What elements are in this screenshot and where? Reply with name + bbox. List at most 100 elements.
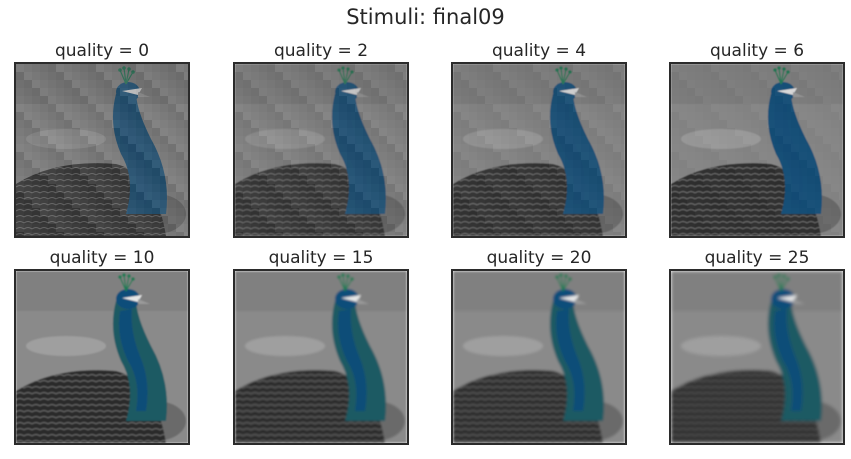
- panel-title: quality = 4: [491, 41, 587, 61]
- neck-highlight: [556, 309, 585, 411]
- crest-feather: [774, 276, 782, 292]
- beak: [793, 299, 805, 304]
- crest-feather: [778, 274, 782, 292]
- peacock-photo: [671, 271, 843, 443]
- crest-feather: [119, 69, 127, 85]
- crest-feather: [774, 69, 782, 85]
- crest-feather: [556, 69, 564, 85]
- eye-stripe: [122, 295, 142, 302]
- peacock-photo: [16, 271, 188, 443]
- eye-stripe: [559, 295, 579, 302]
- neck-highlight: [338, 102, 367, 204]
- crest: [555, 273, 572, 292]
- eye-stripe: [341, 295, 361, 302]
- beak: [575, 92, 587, 97]
- crest-tip: [350, 70, 354, 74]
- peacock-photo: [235, 271, 407, 443]
- panel-title: quality = 0: [54, 41, 150, 61]
- crest-tip: [118, 275, 122, 279]
- crest-tip: [127, 67, 131, 71]
- crest-feather: [562, 275, 567, 292]
- crest-tip: [131, 70, 135, 74]
- crest-feather: [560, 67, 564, 85]
- crest-feather: [780, 278, 789, 292]
- compression-blocks: [671, 64, 843, 236]
- crest-tip: [564, 274, 568, 278]
- crest: [118, 273, 135, 292]
- crest-tip: [337, 275, 341, 279]
- eye-stripe: [122, 88, 142, 95]
- neck-highlight: [119, 309, 148, 411]
- crest-tip: [564, 67, 568, 71]
- panel-title: quality = 25: [704, 248, 810, 268]
- eye-stripe: [341, 88, 361, 95]
- light-patch: [26, 129, 106, 149]
- crest-tip: [786, 277, 790, 281]
- light-patch: [463, 336, 543, 356]
- crest-feather: [780, 68, 785, 85]
- crest-tip: [346, 67, 350, 71]
- beak: [138, 299, 150, 304]
- stimulus-image: [451, 269, 627, 445]
- crest-feather: [125, 275, 130, 292]
- crest-tip: [127, 274, 131, 278]
- eye-stripe: [559, 88, 579, 95]
- peacock-body: [235, 370, 385, 443]
- neck-highlight: [774, 102, 803, 204]
- stimulus-image: [669, 62, 845, 238]
- panel-title: quality = 10: [49, 248, 155, 268]
- crest-feather: [562, 278, 571, 292]
- panel-title: quality = 20: [486, 248, 592, 268]
- crest-tip: [555, 275, 559, 279]
- crest-tip: [555, 68, 559, 72]
- crest-feather: [560, 274, 564, 292]
- background-top: [671, 271, 843, 311]
- crest-feather: [338, 69, 346, 85]
- neck-highlight: [556, 102, 585, 204]
- compression-blocks: [235, 64, 407, 236]
- crest-tip: [568, 70, 572, 74]
- stimulus-image: [669, 269, 845, 445]
- crest-tip: [782, 274, 786, 278]
- eye-stripe: [777, 295, 797, 302]
- crest-tip: [122, 273, 126, 277]
- panel-title: quality = 15: [268, 248, 374, 268]
- eye-stripe: [777, 88, 797, 95]
- crest-tip: [773, 68, 777, 72]
- peacock-body: [453, 370, 603, 443]
- peacock-photo: [453, 64, 625, 236]
- neck-highlight: [774, 309, 803, 411]
- crest-tip: [131, 277, 135, 281]
- background-top: [16, 64, 188, 104]
- light-patch: [245, 129, 325, 149]
- crest-feather: [119, 276, 127, 292]
- compression-blocks: [16, 64, 188, 236]
- stimulus-image: [14, 62, 190, 238]
- light-patch: [463, 129, 543, 149]
- crest-tip: [118, 68, 122, 72]
- crest-tip: [346, 274, 350, 278]
- beak: [793, 92, 805, 97]
- crest-tip: [122, 66, 126, 70]
- light-patch: [681, 129, 761, 149]
- crest-tip: [786, 70, 790, 74]
- beak: [357, 299, 369, 304]
- crest-feather: [125, 278, 134, 292]
- crest-feather: [780, 275, 785, 292]
- crest-feather: [344, 275, 349, 292]
- peacock-photo: [453, 271, 625, 443]
- background-top: [453, 64, 625, 104]
- crest-feather: [778, 67, 782, 85]
- crest-tip: [559, 273, 563, 277]
- crest-feather: [338, 276, 346, 292]
- crest-feather: [780, 71, 789, 85]
- stimulus-image: [451, 62, 627, 238]
- peacock-body: [671, 163, 821, 236]
- panel-title: quality = 2: [273, 41, 369, 61]
- crest-tip: [777, 66, 781, 70]
- crest-feather: [123, 67, 127, 85]
- crest-feather: [556, 276, 564, 292]
- neck-highlight: [338, 309, 367, 411]
- peacock-body: [16, 163, 166, 236]
- crest-feather: [342, 274, 346, 292]
